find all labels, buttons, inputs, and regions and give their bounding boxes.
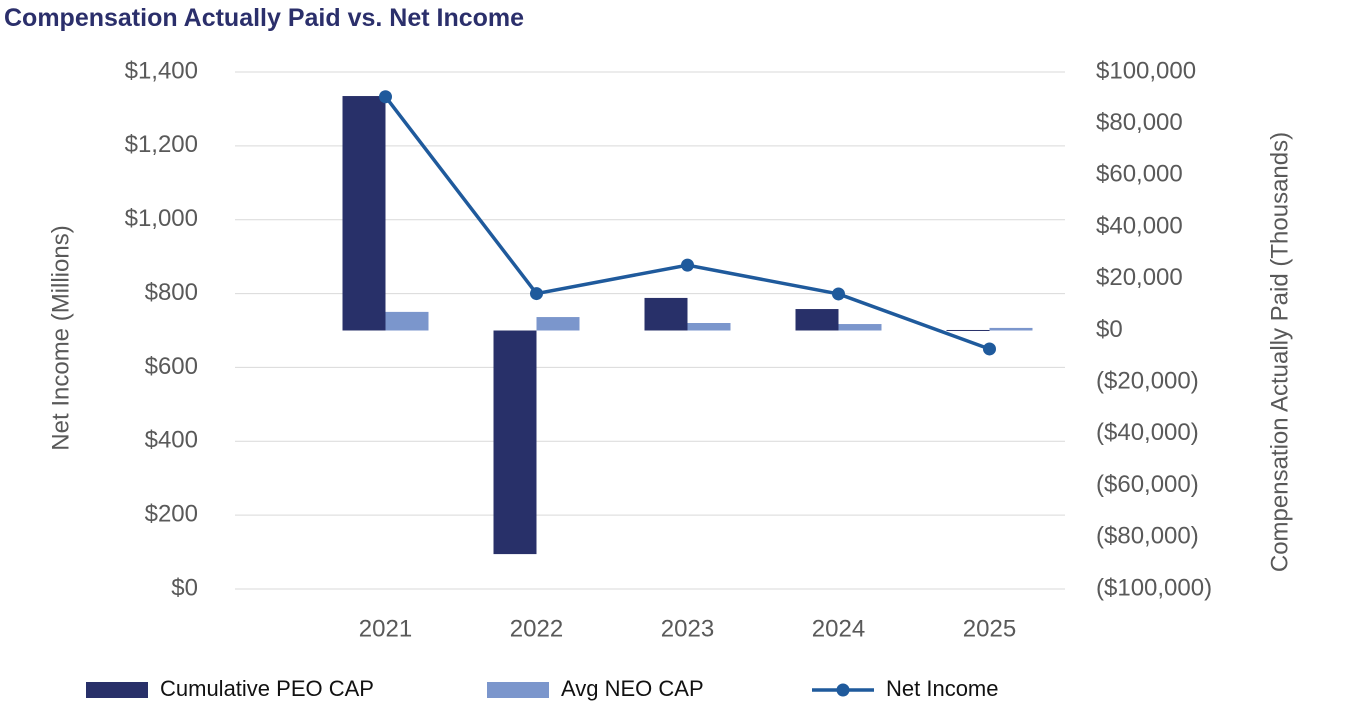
bar — [385, 311, 429, 331]
x-tick-label: 2024 — [812, 615, 865, 642]
legend-label: Cumulative PEO CAP — [160, 676, 374, 701]
y-tick-label: $1,000 — [125, 205, 198, 232]
y2-tick-label: $20,000 — [1096, 264, 1183, 291]
legend-label: Avg NEO CAP — [561, 676, 704, 701]
y-tick-label: $200 — [145, 500, 198, 527]
y2-tick-label: $100,000 — [1096, 57, 1196, 84]
bar — [946, 329, 990, 331]
y2-axis-label: Compensation Actually Paid (Thousands) — [1266, 132, 1293, 572]
x-tick-label: 2021 — [359, 615, 412, 642]
line-point — [983, 342, 996, 356]
bar — [536, 317, 580, 331]
bar — [838, 324, 882, 331]
line-point — [832, 287, 845, 301]
y-axis-label: Net Income (Millions) — [47, 225, 74, 450]
bar — [795, 309, 839, 331]
y2-tick-label: ($100,000) — [1096, 574, 1212, 601]
legend-label: Net Income — [886, 676, 999, 701]
x-tick-label: 2022 — [510, 615, 563, 642]
y-tick-label: $400 — [145, 427, 198, 454]
line-point — [530, 287, 543, 301]
y-tick-label: $1,400 — [125, 57, 198, 84]
bar — [342, 96, 386, 331]
legend-swatch — [487, 682, 549, 698]
x-tick-label: 2023 — [661, 615, 714, 642]
y2-tick-label: ($20,000) — [1096, 368, 1199, 395]
bar — [989, 327, 1033, 331]
x-tick-label: 2025 — [963, 615, 1016, 642]
legend-swatch — [86, 682, 148, 698]
y-tick-label: $800 — [145, 279, 198, 306]
chart-title: Compensation Actually Paid vs. Net Incom… — [4, 4, 524, 32]
line-point — [379, 90, 392, 104]
y2-tick-label: $0 — [1096, 316, 1123, 343]
y-tick-label: $0 — [171, 574, 198, 601]
bar — [493, 330, 537, 555]
y2-tick-label: $80,000 — [1096, 109, 1183, 136]
y2-tick-label: ($60,000) — [1096, 471, 1199, 498]
bar — [687, 323, 731, 331]
y2-tick-label: ($80,000) — [1096, 523, 1199, 550]
y2-tick-label: $40,000 — [1096, 212, 1183, 239]
y2-tick-label: $60,000 — [1096, 161, 1183, 188]
bar — [644, 297, 688, 331]
y-tick-label: $600 — [145, 353, 198, 380]
y2-tick-label: ($40,000) — [1096, 419, 1199, 446]
y-tick-label: $1,200 — [125, 131, 198, 158]
line-point — [681, 258, 694, 272]
legend-swatch — [836, 683, 850, 697]
